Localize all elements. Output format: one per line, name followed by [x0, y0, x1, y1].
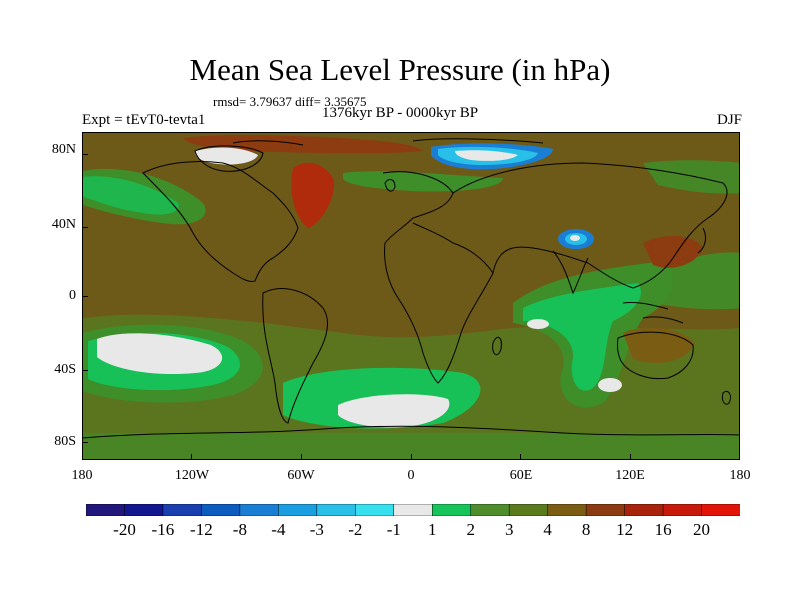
season-label: DJF — [716, 112, 742, 128]
colorbar-label-9: 2 — [466, 520, 475, 539]
lon-label-60e: 60E — [509, 468, 533, 483]
tick-0 — [82, 296, 88, 297]
colorbar-label-8: 1 — [427, 520, 437, 539]
field-green-siberia — [643, 160, 739, 194]
colorbar-swatch-13 — [585, 503, 626, 517]
colorbar — [85, 503, 741, 517]
colorbar-label-3: -8 — [232, 520, 247, 539]
lat-label-80n: 80N — [51, 142, 76, 157]
field-green-natlantic — [343, 171, 503, 192]
tick-80s — [82, 442, 88, 443]
plot-title: Mean Sea Level Pressure (in hPa) — [189, 52, 611, 87]
colorbar-label-6: -2 — [348, 520, 363, 539]
colorbar-swatch-5 — [278, 503, 318, 517]
colorbar-label-11: 4 — [543, 520, 552, 539]
colorbar-swatch-1 — [124, 503, 164, 517]
colorbar-label-1: -16 — [151, 520, 175, 539]
period-label: 1376kyr BP - 0000kyr BP — [321, 105, 479, 121]
colorbar-swatch-6 — [316, 503, 357, 517]
experiment-label: Expt = tEvT0-tevta1 — [82, 112, 206, 128]
colorbar-swatch-10 — [470, 503, 510, 517]
colorbar-label-0: -20 — [113, 520, 136, 539]
field-red-arctic — [183, 134, 423, 154]
colorbar-label-4: -4 — [271, 520, 286, 539]
coastlines — [83, 138, 739, 439]
field-white-satlantic — [338, 394, 450, 428]
lon-label-120w: 120W — [174, 468, 210, 483]
colorbar-swatches — [85, 503, 741, 517]
colorbar-swatch-14 — [624, 503, 664, 517]
tick-80n — [82, 154, 88, 155]
colorbar-swatch-12 — [547, 503, 587, 517]
lat-label-40n: 40N — [51, 217, 76, 232]
field-white-indian-b — [598, 378, 622, 392]
tick-120w — [191, 454, 192, 460]
stats-line: rmsd= 3.79637 diff= 3.35675 — [213, 94, 367, 109]
colorbar-swatch-0 — [85, 503, 126, 517]
colorbar-label-14: 16 — [654, 520, 672, 539]
colorbar-swatch-15 — [662, 503, 703, 517]
lat-label-40s: 40S — [54, 362, 76, 377]
field-red-labrador — [291, 162, 334, 228]
lat-label-0: 0 — [69, 288, 76, 303]
tick-60w — [301, 454, 302, 460]
field-white-tibet — [570, 235, 580, 241]
field-white-indian-a — [527, 319, 549, 329]
lon-label-180w: 180 — [71, 468, 93, 483]
colorbar-label-10: 3 — [504, 520, 514, 539]
colorbar-label-13: 12 — [616, 520, 634, 539]
colorbar-label-2: -12 — [190, 520, 213, 539]
field-red-china — [643, 236, 703, 268]
field-white-siberia — [455, 150, 518, 161]
tick-40n — [82, 227, 88, 228]
tick-60e — [520, 454, 521, 460]
colorbar-swatch-3 — [201, 503, 241, 517]
colorbar-swatch-2 — [162, 503, 203, 517]
field-green-antarctic — [83, 433, 739, 459]
colorbar-label-15: 20 — [693, 520, 710, 539]
colorbar-swatch-8 — [393, 503, 433, 517]
field-white-greenland — [195, 147, 258, 165]
tick-120e — [630, 454, 631, 460]
colorbar-label-5: -3 — [309, 520, 324, 539]
lat-label-80s: 80S — [54, 434, 76, 449]
colorbar-swatch-11 — [508, 503, 549, 517]
map-canvas — [83, 133, 739, 459]
field-green-wpacific — [643, 252, 739, 310]
tick-40s — [82, 370, 88, 371]
colorbar-label-7: -1 — [386, 520, 401, 539]
lon-label-0: 0 — [407, 468, 415, 483]
field-white-spacific — [97, 333, 223, 375]
colorbar-swatch-16 — [701, 503, 741, 517]
lon-label-180e: 180 — [729, 468, 751, 483]
colorbar-swatch-7 — [355, 503, 395, 517]
lon-label-60w: 60W — [287, 468, 315, 483]
field-brown-australia — [623, 327, 695, 363]
colorbar-label-12: 8 — [581, 520, 591, 539]
lon-label-120e: 120E — [615, 468, 645, 483]
field-bright-npacific — [83, 176, 179, 215]
field-bright-indian — [523, 283, 641, 391]
colorbar-swatch-9 — [431, 503, 472, 517]
map-panel — [82, 132, 740, 460]
tick-0lon — [411, 454, 412, 460]
colorbar-swatch-4 — [239, 503, 280, 517]
